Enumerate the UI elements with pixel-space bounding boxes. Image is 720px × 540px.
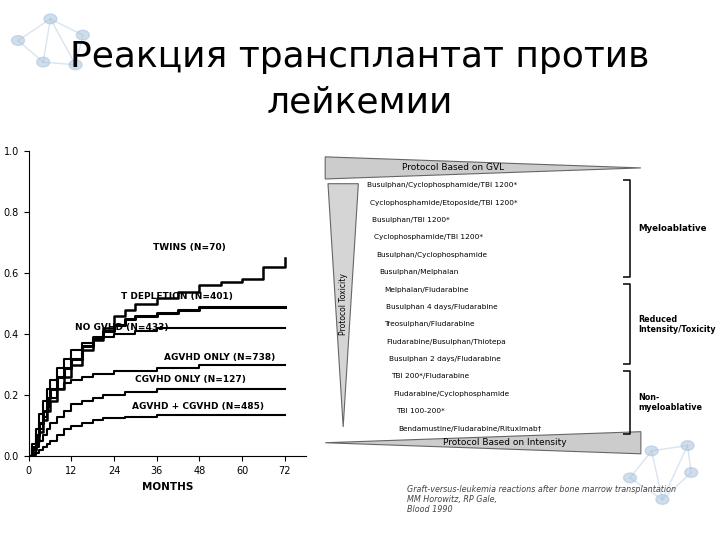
Circle shape	[44, 14, 57, 24]
Text: Cyclophosphamide/Etoposide/TBI 1200*: Cyclophosphamide/Etoposide/TBI 1200*	[369, 200, 517, 206]
Text: Myeloablative: Myeloablative	[638, 224, 706, 233]
Polygon shape	[325, 157, 641, 179]
Polygon shape	[328, 184, 359, 427]
Text: Busulphan 2 days/Fludarabine: Busulphan 2 days/Fludarabine	[389, 356, 500, 362]
Circle shape	[12, 36, 24, 45]
Text: Non-
myeloablative: Non- myeloablative	[638, 393, 702, 412]
Text: T DEPLETION (N=401): T DEPLETION (N=401)	[121, 292, 233, 301]
Text: Busulphan/Melphalan: Busulphan/Melphalan	[379, 269, 459, 275]
Text: NO GVHD (N=433): NO GVHD (N=433)	[75, 323, 168, 332]
Polygon shape	[325, 431, 641, 454]
Text: Graft-versus-leukemia reactions after bone marrow transplantation
MM Horowitz, R: Graft-versus-leukemia reactions after bo…	[407, 484, 676, 515]
Text: Реакция трансплантат против: Реакция трансплантат против	[71, 40, 649, 73]
Text: лейкемии: лейкемии	[267, 86, 453, 119]
X-axis label: MONTHS: MONTHS	[142, 482, 193, 491]
Text: Cyclophosphamide/TBI 1200*: Cyclophosphamide/TBI 1200*	[374, 234, 483, 240]
Circle shape	[645, 446, 658, 456]
Y-axis label: PROBABILITY OF RELAPSE: PROBABILITY OF RELAPSE	[0, 238, 1, 370]
Circle shape	[76, 30, 89, 40]
Circle shape	[685, 468, 698, 477]
Text: Busulphan/Cyclophosphamide: Busulphan/Cyclophosphamide	[377, 252, 487, 258]
Text: Bendamustine/Fludarabine/Rituximab†: Bendamustine/Fludarabine/Rituximab†	[398, 426, 541, 431]
Text: TBI 100-200*: TBI 100-200*	[396, 408, 445, 414]
Circle shape	[37, 57, 50, 67]
Text: Protocol Based on Intensity: Protocol Based on Intensity	[444, 438, 567, 447]
Text: TWINS (N=70): TWINS (N=70)	[153, 244, 226, 252]
Text: TBI 200*/Fludarabine: TBI 200*/Fludarabine	[391, 373, 469, 380]
Text: Protocol Based on GVL: Protocol Based on GVL	[402, 164, 504, 172]
Text: Fludarabine/Cyclophosphamide: Fludarabine/Cyclophosphamide	[394, 391, 510, 397]
Text: AGVHD + CGVHD (N=485): AGVHD + CGVHD (N=485)	[132, 402, 264, 411]
Text: CGVHD ONLY (N=127): CGVHD ONLY (N=127)	[135, 375, 246, 383]
Text: Protocol Toxicity: Protocol Toxicity	[338, 273, 348, 335]
Text: AGVHD ONLY (N=738): AGVHD ONLY (N=738)	[164, 353, 275, 362]
Text: Melphalan/Fludarabine: Melphalan/Fludarabine	[384, 287, 469, 293]
Circle shape	[69, 60, 82, 70]
Circle shape	[624, 473, 636, 483]
Circle shape	[656, 495, 669, 504]
Text: Busulphan/Cyclophosphamide/TBI 1200*: Busulphan/Cyclophosphamide/TBI 1200*	[367, 183, 517, 188]
Text: Treosulphan/Fludarabine: Treosulphan/Fludarabine	[384, 321, 474, 327]
Text: Reduced
Intensity/Toxicity: Reduced Intensity/Toxicity	[638, 315, 716, 334]
Circle shape	[681, 441, 694, 450]
Text: Busulphan/TBI 1200*: Busulphan/TBI 1200*	[372, 217, 450, 223]
Text: Busulphan 4 days/Fludarabine: Busulphan 4 days/Fludarabine	[387, 304, 498, 310]
Text: Fludarabine/Busulphan/Thiotepa: Fludarabine/Busulphan/Thiotepa	[387, 339, 506, 345]
